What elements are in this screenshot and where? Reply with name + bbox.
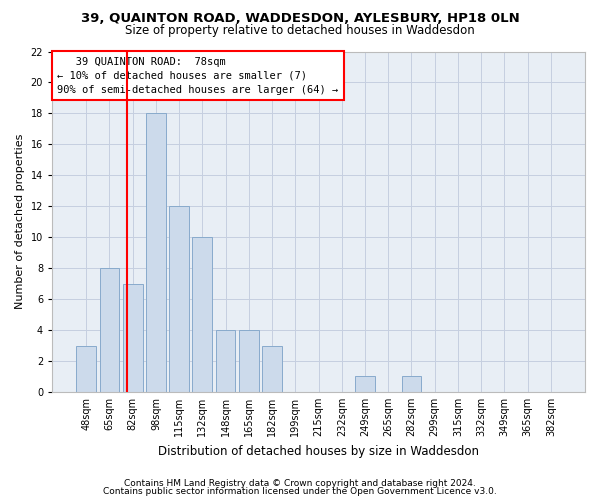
- Bar: [401, 376, 421, 392]
- Bar: [123, 284, 143, 392]
- Text: Contains public sector information licensed under the Open Government Licence v3: Contains public sector information licen…: [103, 487, 497, 496]
- X-axis label: Distribution of detached houses by size in Waddesdon: Distribution of detached houses by size …: [158, 444, 479, 458]
- Text: 39 QUAINTON ROAD:  78sqm
← 10% of detached houses are smaller (7)
90% of semi-de: 39 QUAINTON ROAD: 78sqm ← 10% of detache…: [58, 56, 338, 94]
- Text: Size of property relative to detached houses in Waddesdon: Size of property relative to detached ho…: [125, 24, 475, 37]
- Bar: [193, 237, 212, 392]
- Y-axis label: Number of detached properties: Number of detached properties: [15, 134, 25, 310]
- Bar: [76, 346, 96, 392]
- Bar: [146, 114, 166, 392]
- Bar: [355, 376, 375, 392]
- Bar: [239, 330, 259, 392]
- Text: 39, QUAINTON ROAD, WADDESDON, AYLESBURY, HP18 0LN: 39, QUAINTON ROAD, WADDESDON, AYLESBURY,…: [80, 12, 520, 26]
- Bar: [169, 206, 189, 392]
- Bar: [216, 330, 235, 392]
- Bar: [262, 346, 282, 392]
- Text: Contains HM Land Registry data © Crown copyright and database right 2024.: Contains HM Land Registry data © Crown c…: [124, 478, 476, 488]
- Bar: [100, 268, 119, 392]
